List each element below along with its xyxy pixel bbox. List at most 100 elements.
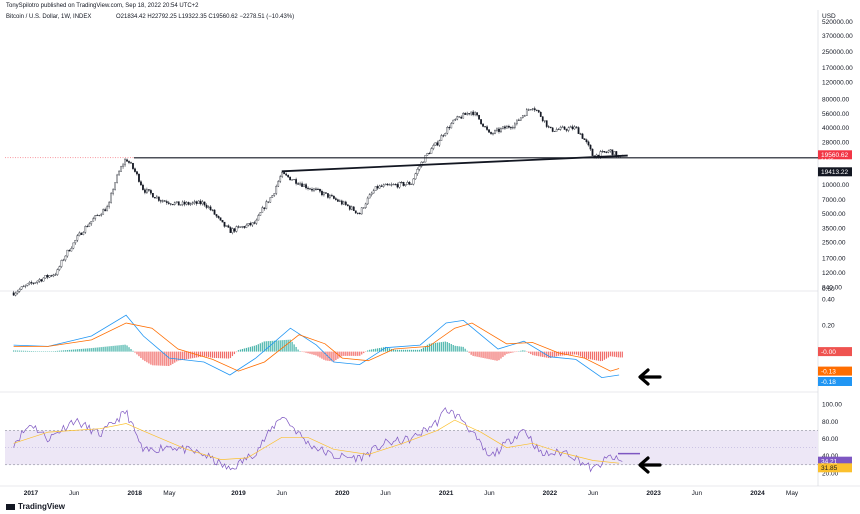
histogram-bar-negative [311,351,313,355]
candle-down [171,204,174,206]
candle-up [175,201,178,203]
histogram-bar-positive [92,347,94,352]
histogram-bar-negative [174,351,176,363]
candle-down [86,226,89,228]
histogram-bar-negative [319,351,321,358]
candle-up [259,212,262,216]
annotations [638,368,662,474]
histogram-bar-negative [138,351,140,357]
candle-down [545,120,548,127]
histogram-bar-negative [552,351,554,358]
candle-up [382,184,385,187]
candle-up [462,113,465,119]
histogram-bar-negative [333,351,335,362]
price-tick-label: 80000.00 [822,96,849,103]
candle-up [350,206,353,210]
histogram-bar-negative [209,351,212,358]
histogram-bar-positive [17,350,19,352]
candle-up [118,171,120,176]
candle-up [293,179,295,181]
price-tick-label: 520000.00 [822,19,853,26]
candle-down [331,195,333,197]
candle-up [58,266,61,270]
candle-down [539,111,542,117]
tradingview-logo[interactable]: TradingView [6,502,65,511]
histogram-bar-negative [595,351,598,361]
candle-up [161,200,164,202]
histogram-bar-negative [142,351,144,360]
histogram-bar-positive [375,348,377,352]
candle-down [348,205,351,210]
histogram-bar-negative [305,351,307,353]
price-pane[interactable] [5,106,818,297]
candle-up [271,195,274,198]
histogram-bar-negative [211,351,214,358]
histogram-bar-negative [359,351,361,356]
candle-down [12,292,15,296]
histogram-bar-negative [176,351,178,362]
candle-down [333,195,335,199]
histogram-bar-negative [472,351,474,356]
histogram-bar-positive [241,348,243,352]
histogram-bar-positive [94,347,96,352]
candle-up [543,120,546,122]
candle-down [211,209,214,211]
candle-down [464,113,467,115]
price-tick-label: 1200.00 [822,270,846,277]
histogram-bar-negative [168,351,170,367]
histogram-bar-positive [295,346,297,352]
candle-down [325,192,327,194]
histogram-bar-negative [566,351,568,356]
candle-up [323,192,325,196]
histogram-bar-positive [22,350,25,352]
level-badge-bg [818,167,852,177]
rsi-arrow-icon-head [638,456,650,474]
histogram-bar-negative [331,351,333,362]
histogram-bar-positive [458,346,460,352]
histogram-bar-negative [146,351,148,363]
candle-up [275,186,278,194]
histogram-bar-negative [190,351,192,359]
histogram-bar-negative [229,351,232,359]
candle-down [223,221,226,227]
candle-up [122,164,124,167]
macd-pane[interactable] [13,314,623,379]
histogram-bar-negative [605,351,607,359]
histogram-bar-positive [424,346,426,352]
histogram-bar-negative [152,351,154,366]
histogram-bar-positive [281,340,283,352]
histogram-bar-negative [136,351,138,355]
candle-down [336,199,339,202]
candle-down [104,209,107,212]
candle-down [167,202,170,204]
histogram-bar-positive [430,343,432,352]
candle-up [456,116,459,120]
histogram-bar-positive [400,349,403,352]
candle-down [468,113,471,115]
candle-up [370,192,373,195]
candle-up [434,142,437,146]
rsi-pane[interactable] [5,407,818,473]
candle-down [571,126,574,130]
candle-up [173,202,176,205]
histogram-badge: -0.00 [821,349,836,356]
macd-tick-label: 0.40 [822,297,835,304]
candle-down [549,126,552,129]
rsi-ma-badge: 31.85 [821,465,838,472]
candle-up [78,232,81,236]
candle-up [114,182,116,190]
histogram-bar-positive [464,348,466,352]
time-tick-label: Jun [380,490,391,497]
histogram-bar-negative [554,351,556,357]
logo-text: TradingView [18,502,65,511]
histogram-bar-positive [406,349,409,352]
histogram-bar-negative [575,351,578,355]
candle-down [317,188,319,190]
candle-down [140,181,142,186]
candle-up [279,176,282,182]
candle-down [165,201,168,203]
candle-up [388,184,391,186]
histogram-bar-negative [579,351,582,357]
candle-down [488,129,490,133]
